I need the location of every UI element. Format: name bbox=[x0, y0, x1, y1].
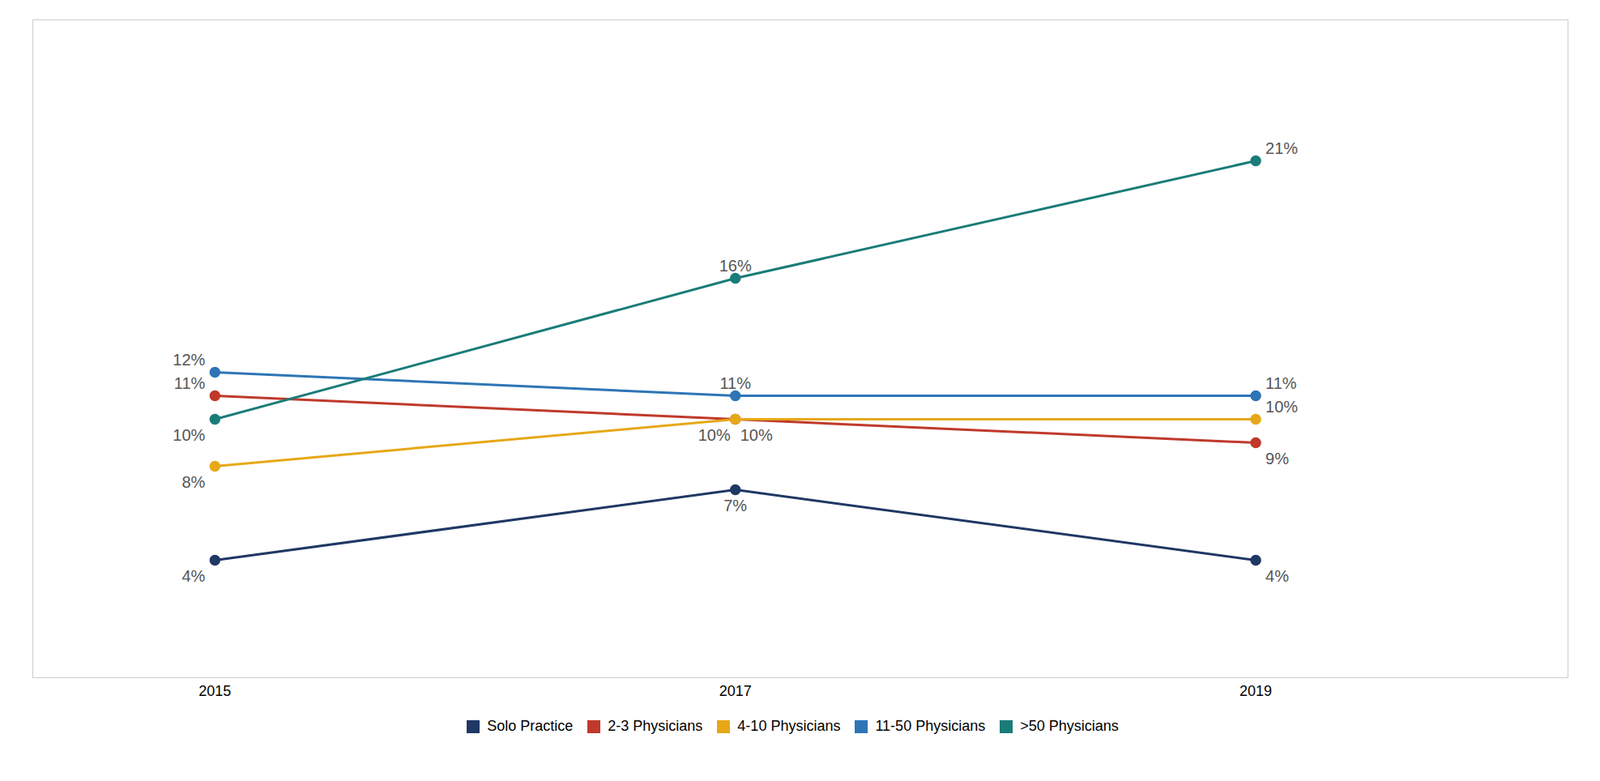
html-text:11-50 Physicians: 11-50 Physicians bbox=[875, 717, 986, 734]
svg-text:9%: 9% bbox=[1265, 449, 1289, 468]
html-text:>50 Physicians: >50 Physicians bbox=[1020, 717, 1119, 734]
svg-text:21%: 21% bbox=[1265, 139, 1298, 158]
svg-text:11%: 11% bbox=[719, 374, 751, 393]
html-text:4-10 Physicians: 4-10 Physicians bbox=[737, 717, 841, 734]
svg-text:4%: 4% bbox=[1265, 567, 1289, 585]
svg-text:4%: 4% bbox=[181, 567, 205, 585]
svg-text:10%: 10% bbox=[1265, 397, 1298, 416]
svg-text:7%: 7% bbox=[723, 496, 747, 515]
svg-text:12%: 12% bbox=[172, 350, 205, 369]
svg-text:11%: 11% bbox=[174, 374, 206, 393]
svg-text:16%: 16% bbox=[719, 256, 752, 275]
svg-text:10%: 10% bbox=[698, 426, 731, 444]
svg-text:2015: 2015 bbox=[198, 682, 231, 700]
svg-text:10%: 10% bbox=[172, 426, 205, 444]
svg-text:11%: 11% bbox=[1265, 374, 1298, 393]
html-text:Solo Practice: Solo Practice bbox=[487, 717, 574, 734]
svg-text:2019: 2019 bbox=[1239, 682, 1272, 700]
svg-text:2017: 2017 bbox=[719, 682, 752, 700]
html-text:2-3 Physicians: 2-3 Physicians bbox=[607, 717, 703, 734]
svg-text:8%: 8% bbox=[181, 473, 205, 491]
svg-text:10%: 10% bbox=[740, 426, 773, 444]
